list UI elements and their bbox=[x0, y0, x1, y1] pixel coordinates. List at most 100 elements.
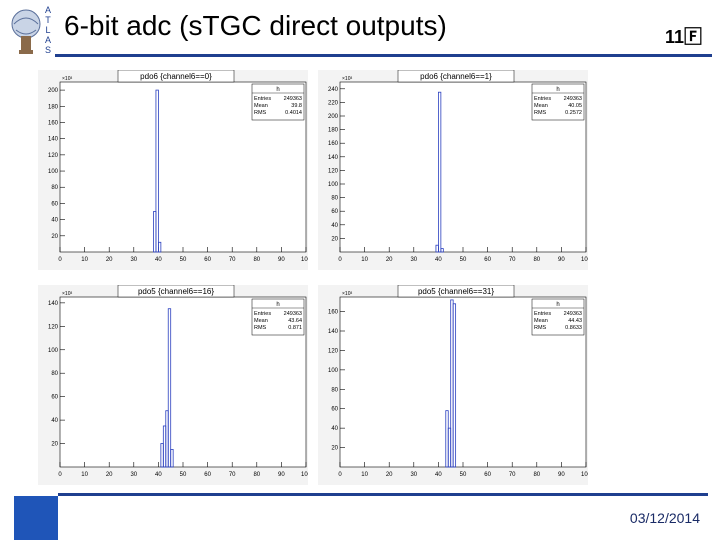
stats-box bbox=[531, 83, 585, 121]
y-tick-label: 140 bbox=[48, 301, 59, 307]
y-tick-label: 80 bbox=[331, 196, 338, 202]
x-tick-label: 20 bbox=[106, 472, 113, 478]
histogram-svg: 20 40 60 80 100 120 140 0 10 20 30 40 50 60 70 80 90 100 ×… bbox=[38, 285, 308, 485]
x-tick-label: 30 bbox=[410, 257, 417, 263]
y-tick-label: 100 bbox=[48, 169, 59, 175]
x-tick-label: 70 bbox=[229, 472, 236, 478]
stats-value: 249363 bbox=[564, 311, 582, 317]
plot-title: pdo5 {channel6==31} bbox=[418, 287, 494, 296]
histogram-plot: 20 40 60 80 100 120 140 160 180 200 0 10 20 30 40 50 60 7… bbox=[38, 70, 308, 270]
y-tick-label: 20 bbox=[331, 446, 338, 452]
plot-title-group: pdo5 {channel6==16} bbox=[117, 285, 235, 298]
atlas-logo: A T L A S bbox=[6, 4, 56, 56]
stats-value: 249363 bbox=[284, 311, 302, 317]
stats-label: Mean bbox=[534, 103, 548, 109]
x-tick-label: 60 bbox=[484, 257, 491, 263]
x-tick-label: 90 bbox=[278, 257, 285, 263]
y-tick-label: 100 bbox=[48, 348, 59, 354]
plot-title: pdo6 {channel6==0} bbox=[140, 72, 212, 81]
y-tick-label: 140 bbox=[48, 137, 59, 143]
x-tick-label: 30 bbox=[410, 472, 417, 478]
x-tick-label: 50 bbox=[460, 472, 467, 478]
y-tick-label: 40 bbox=[51, 218, 58, 224]
x-tick-label: 90 bbox=[558, 472, 565, 478]
stats-value: 44.43 bbox=[568, 318, 582, 324]
histogram-svg: 20 40 60 80 100 120 140 160 180 200 220 240 0 10 20 30 4… bbox=[318, 70, 588, 270]
x-tick-label: 100 bbox=[581, 257, 588, 263]
stats-title: h bbox=[556, 302, 559, 308]
stats-value: 0.2572 bbox=[565, 110, 582, 116]
y-tick-label: 180 bbox=[48, 104, 59, 110]
y-tick-label: 180 bbox=[328, 128, 339, 134]
stats-value: 0.871 bbox=[288, 325, 302, 331]
x-tick-label: 20 bbox=[386, 472, 393, 478]
x-tick-label: 70 bbox=[229, 257, 236, 263]
stats-value: 249363 bbox=[284, 96, 302, 102]
histogram-bin bbox=[438, 91, 442, 253]
y-tick-label: 20 bbox=[51, 442, 58, 448]
stats-label: Entries bbox=[534, 96, 551, 102]
y-tick-label: 220 bbox=[328, 100, 339, 106]
plot-title-group: pdo5 {channel6==31} bbox=[397, 285, 515, 298]
histogram-bin bbox=[170, 449, 174, 468]
x-tick-label: 10 bbox=[361, 257, 368, 263]
footer-divider bbox=[58, 493, 708, 496]
histogram-bin bbox=[452, 303, 457, 468]
y-tick-label: 140 bbox=[328, 329, 339, 335]
y-tick-label: 20 bbox=[51, 234, 58, 240]
axis-exponent: ×10³ bbox=[62, 76, 72, 82]
stats-label: Mean bbox=[254, 103, 268, 109]
plot-title: pdo5 {channel6==16} bbox=[138, 287, 214, 296]
histogram-svg: 20 40 60 80 100 120 140 160 180 200 0 10 20 30 40 50 60 7… bbox=[38, 70, 308, 270]
histogram-bin bbox=[158, 241, 162, 253]
x-tick-label: 70 bbox=[509, 472, 516, 478]
x-tick-label: 80 bbox=[253, 472, 260, 478]
slide-title: 6-bit adc (sTGC direct outputs) bbox=[64, 10, 447, 41]
x-tick-label: 60 bbox=[204, 472, 211, 478]
plot-title-box bbox=[397, 70, 515, 83]
y-tick-label: 120 bbox=[48, 153, 59, 159]
stats-value: 0.8633 bbox=[565, 325, 582, 331]
x-tick-label: 80 bbox=[253, 257, 260, 263]
x-tick-label: 80 bbox=[533, 257, 540, 263]
x-tick-label: 30 bbox=[130, 257, 137, 263]
plot-title-box bbox=[117, 70, 235, 83]
y-tick-label: 40 bbox=[331, 426, 338, 432]
y-tick-label: 120 bbox=[328, 168, 339, 174]
x-tick-label: 40 bbox=[155, 472, 162, 478]
stats-box bbox=[531, 298, 585, 336]
stats-label: Mean bbox=[254, 318, 268, 324]
stats-label: Entries bbox=[254, 311, 271, 317]
stats-label: Entries bbox=[534, 311, 551, 317]
histogram-plot: 20 40 60 80 100 120 140 0 10 20 30 40 50 60 70 80 90 100 ×… bbox=[38, 285, 308, 485]
stats-title: h bbox=[276, 302, 279, 308]
y-tick-label: 20 bbox=[331, 236, 338, 242]
stats-value: 0.4014 bbox=[285, 110, 302, 116]
y-tick-label: 60 bbox=[331, 209, 338, 215]
histogram-bin bbox=[440, 248, 444, 253]
stats-box bbox=[251, 83, 305, 121]
y-tick-label: 120 bbox=[48, 324, 59, 330]
histogram-svg: 20 40 60 80 100 120 140 160 0 10 20 30 40 50 60 70 80 90 1… bbox=[318, 285, 588, 485]
y-tick-label: 80 bbox=[331, 387, 338, 393]
y-tick-label: 40 bbox=[51, 418, 58, 424]
page-number: 11🄵 bbox=[664, 27, 702, 47]
logo-letter: A bbox=[45, 35, 51, 45]
x-tick-label: 40 bbox=[155, 257, 162, 263]
y-tick-label: 200 bbox=[48, 88, 59, 94]
x-tick-label: 0 bbox=[58, 472, 62, 478]
y-tick-label: 160 bbox=[328, 141, 339, 147]
stats-label: RMS bbox=[534, 110, 547, 116]
stats-title: h bbox=[276, 87, 279, 93]
plot-title-group: pdo6 {channel6==0} bbox=[117, 70, 235, 83]
y-tick-label: 60 bbox=[51, 395, 58, 401]
x-tick-label: 50 bbox=[460, 257, 467, 263]
stats-value: 40.05 bbox=[568, 103, 582, 109]
plot-title: pdo6 {channel6==1} bbox=[420, 72, 492, 81]
y-tick-label: 140 bbox=[328, 155, 339, 161]
stats-label: RMS bbox=[254, 325, 267, 331]
x-tick-label: 40 bbox=[435, 472, 442, 478]
logo-letter: T bbox=[45, 15, 51, 25]
x-tick-label: 50 bbox=[180, 257, 187, 263]
y-tick-label: 100 bbox=[328, 182, 339, 188]
